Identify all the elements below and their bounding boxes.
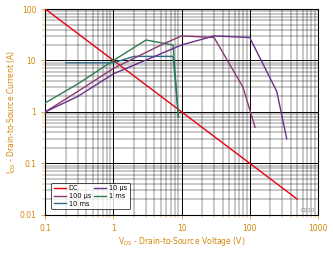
- Text: C010: C010: [301, 208, 315, 213]
- Y-axis label: I$_{DS}$ - Drain-to-Source Current (A): I$_{DS}$ - Drain-to-Source Current (A): [6, 50, 18, 174]
- Legend: DC, 100 μs, 10 ms, 10 μs, 1 ms: DC, 100 μs, 10 ms, 10 μs, 1 ms: [51, 183, 130, 209]
- X-axis label: V$_{DS}$ - Drain-to-Source Voltage (V): V$_{DS}$ - Drain-to-Source Voltage (V): [118, 235, 245, 248]
